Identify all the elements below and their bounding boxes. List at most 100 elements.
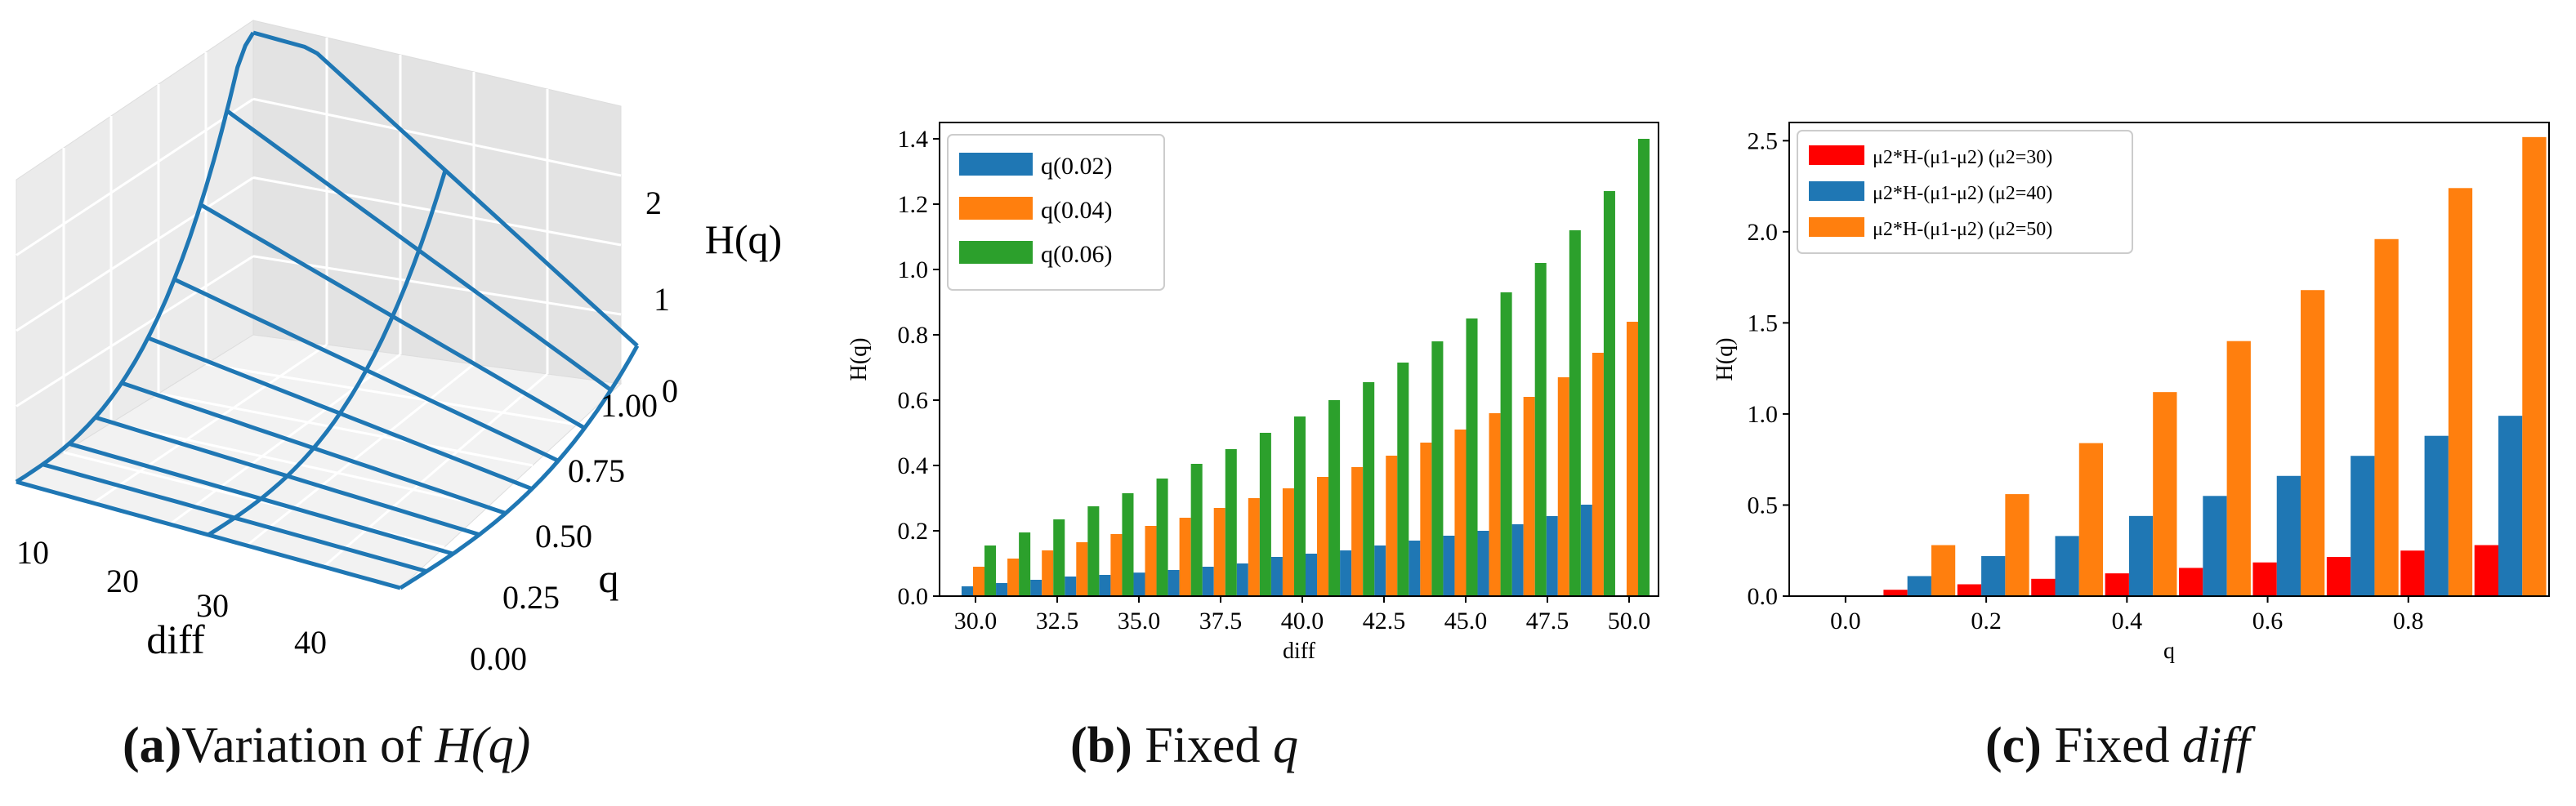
z-tick-label: 2 (645, 185, 662, 221)
grid-line (246, 363, 475, 547)
legend-label: q(0.04) (1041, 197, 1112, 224)
surface-chart: 10 20 30 40 0.00 0.25 0.50 0.75 1.00 0 1 2 diff q H(q) (15, 20, 782, 677)
y-tick-label: 0.4 (898, 452, 929, 479)
y-axis-label: H(q) (846, 338, 872, 381)
y-tick-label: 1.00 (600, 387, 658, 424)
legend-swatch (959, 197, 1033, 220)
caption-c: (c) Fixed diff (1985, 717, 2250, 775)
caption-a: (a)Variation of H(q) (123, 717, 530, 775)
y-tick-label: 0.2 (898, 518, 929, 545)
x-tick-label: 0.6 (2252, 608, 2284, 635)
x-tick-label: 37.5 (1199, 608, 1243, 635)
bar-q(0.02)-10 (1306, 554, 1318, 596)
legend-swatch (1809, 217, 1864, 237)
bar-q(0.04)-1 (1007, 559, 1020, 596)
grid-line (323, 372, 548, 568)
x-tick-label: 45.0 (1444, 608, 1488, 635)
bar-μ2*H-(μ1-μ2) (μ2=50)-7 (2374, 238, 2399, 596)
bar-μ2*H-(μ1-μ2) (μ2=40)-7 (2351, 456, 2375, 596)
bar-μ2*H-(μ1-μ2) (μ2=40)-3 (2055, 536, 2079, 596)
caption-c-math: diff (2182, 718, 2250, 773)
bar-μ2*H-(μ1-μ2) (μ2=30)-5 (2179, 568, 2203, 596)
x-tick-label: 0.0 (1830, 608, 1861, 635)
bar-μ2*H-(μ1-μ2) (μ2=30)-1 (1883, 590, 1908, 596)
bar-q(0.04)-5 (1145, 526, 1157, 596)
x-tick-label: 30.0 (954, 608, 998, 635)
caption-a-math: H(q) (435, 718, 531, 773)
bar-q(0.02)-5 (1133, 572, 1145, 596)
caption-b-math: q (1273, 718, 1299, 773)
y-tick-label: 0.25 (502, 579, 560, 616)
grid-line (252, 255, 622, 316)
caption-c-label: (c) (1985, 718, 2042, 773)
bar-q(0.04)-17 (1557, 377, 1569, 596)
y-tick-label: 1.4 (898, 126, 929, 153)
bar-q(0.04)-19 (1626, 322, 1639, 596)
bar-q(0.02)-3 (1065, 577, 1077, 596)
bar-q(0.04)-12 (1386, 456, 1398, 596)
x-tick-label: 47.5 (1526, 608, 1569, 635)
bar-q(0.06)-1 (1019, 532, 1031, 596)
panel-fixed-diff: 0.0 0.5 1.0 1.5 2.0 2.5 0.0 0.2 0.4 0.6 0.8 q H(q) μ2… (1683, 0, 2576, 806)
y-tick-label: 0.50 (535, 518, 592, 554)
bar-μ2*H-(μ1-μ2) (μ2=50)-8 (2448, 188, 2473, 597)
x-tick-label: 32.5 (1036, 608, 1079, 635)
bar-q(0.06)-6 (1190, 464, 1203, 596)
bar-q(0.02)-15 (1477, 531, 1489, 596)
bar-q(0.04)-7 (1213, 508, 1225, 596)
caption-b: (b) Fixed q (1070, 717, 1298, 775)
surface-line (399, 345, 640, 590)
bar-μ2*H-(μ1-μ2) (μ2=50)-3 (2078, 443, 2104, 596)
bar-q(0.02)-9 (1270, 557, 1283, 596)
bar-q(0.04)-15 (1489, 413, 1501, 596)
bar-μ2*H-(μ1-μ2) (μ2=30)-9 (2474, 545, 2498, 596)
bar-chart-fixed-diff: 0.0 0.5 1.0 1.5 2.0 2.5 0.0 0.2 0.4 0.6 0.8 q H(q) μ2… (1712, 122, 2550, 664)
bar-μ2*H-(μ1-μ2) (μ2=40)-8 (2424, 435, 2449, 596)
y-tick-label: 0.0 (1748, 583, 1779, 610)
caption-c-text: Fixed (2041, 718, 2183, 773)
surface-line (207, 169, 448, 537)
legend-box (1797, 130, 2133, 254)
y-tick-label: 1.2 (898, 191, 929, 218)
bar-q(0.02)-6 (1167, 570, 1180, 596)
bar-q(0.06)-9 (1293, 416, 1306, 596)
legend-label: q(0.02) (1041, 153, 1112, 180)
x-tick-label: 0.2 (1971, 608, 2002, 635)
bar-μ2*H-(μ1-μ2) (μ2=40)-4 (2128, 515, 2154, 596)
legend-swatch (1809, 145, 1864, 165)
bar-q(0.02)-8 (1236, 563, 1248, 596)
bar-q(0.06)-10 (1328, 400, 1341, 596)
x-tick-label: 20 (106, 563, 139, 599)
bar-q(0.02)-0 (961, 586, 973, 596)
y-tick-label: 2.5 (1748, 127, 1779, 154)
bar-q(0.06)-7 (1225, 449, 1237, 596)
z-axis-label: H(q) (705, 216, 782, 262)
bar-μ2*H-(μ1-μ2) (μ2=50)-1 (1931, 545, 1956, 596)
bar-q(0.04)-18 (1592, 353, 1604, 596)
y-tick-label: 0.0 (898, 583, 929, 610)
caption-a-label: (a) (123, 718, 182, 773)
x-tick-label: 10 (16, 534, 49, 571)
bar-q(0.06)-15 (1500, 292, 1512, 596)
bar-q(0.02)-4 (1099, 575, 1111, 596)
bar-q(0.02)-11 (1340, 550, 1352, 596)
x-axis-label: q (2163, 639, 2175, 664)
legend-label: q(0.06) (1041, 241, 1112, 268)
grid-line (16, 255, 254, 407)
bar-μ2*H-(μ1-μ2) (μ2=50)-9 (2522, 136, 2547, 596)
legend-swatch (959, 153, 1033, 176)
y-tick-label: 0.00 (470, 640, 527, 677)
surface-line (15, 31, 256, 484)
x-axis-label: diff (146, 617, 205, 662)
x-tick-label: 42.5 (1363, 608, 1406, 635)
bar-q(0.04)-10 (1317, 477, 1329, 596)
bar-q(0.06)-3 (1087, 506, 1100, 596)
plot-frame (1788, 122, 2550, 597)
bar-q(0.04)-6 (1179, 518, 1191, 596)
z-tick-label: 1 (654, 281, 670, 318)
bar-q(0.04)-8 (1248, 498, 1260, 596)
x-tick-label: 40 (294, 624, 327, 661)
bar-q(0.06)-0 (984, 545, 997, 596)
bar-μ2*H-(μ1-μ2) (μ2=30)-8 (2400, 550, 2425, 596)
bar-q(0.04)-9 (1282, 488, 1294, 596)
